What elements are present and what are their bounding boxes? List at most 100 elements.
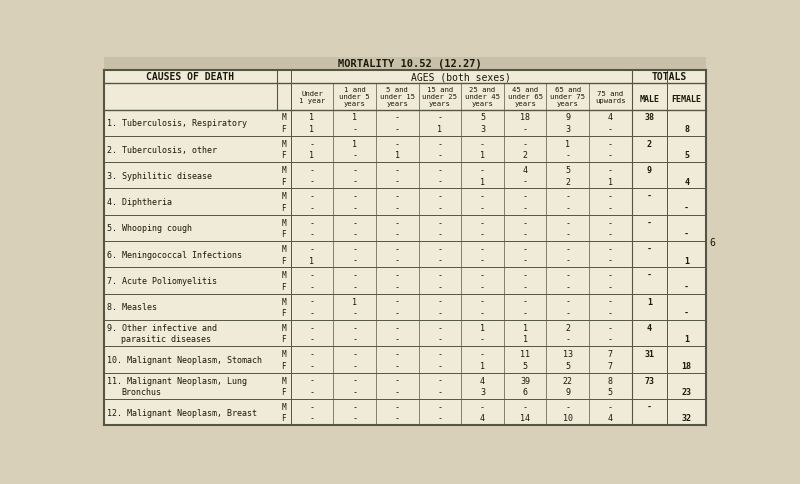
Text: -: - [480,308,485,318]
Text: -: - [352,323,357,332]
Text: 14: 14 [520,413,530,423]
Text: -: - [352,151,357,160]
Text: 25 and
under 45
years: 25 and under 45 years [465,87,500,107]
Text: 7. Acute Poliomyelitis: 7. Acute Poliomyelitis [107,276,217,286]
Text: 1 and
under 5
years: 1 and under 5 years [339,87,370,107]
Text: -: - [394,218,400,227]
Text: -: - [394,376,400,385]
Text: M: M [282,166,286,175]
Text: -: - [438,218,442,227]
Text: -: - [310,177,314,186]
Text: 3: 3 [566,125,570,134]
Text: MALE: MALE [639,95,659,104]
Text: M: M [282,218,286,227]
Text: 18: 18 [682,361,692,370]
Text: -: - [310,361,314,370]
Text: F: F [282,125,286,134]
Text: 1: 1 [310,113,314,122]
Text: F: F [282,335,286,344]
Text: -: - [394,113,400,122]
Text: -: - [352,387,357,396]
Text: 12. Malignant Neoplasm, Breast: 12. Malignant Neoplasm, Breast [107,408,257,417]
Text: Under
1 year: Under 1 year [299,91,325,104]
Text: Bronchus: Bronchus [121,387,161,396]
Text: -: - [438,256,442,265]
Text: -: - [480,139,485,149]
Text: 1: 1 [310,256,314,265]
Text: -: - [394,139,400,149]
Text: -: - [566,218,570,227]
Text: 7: 7 [608,361,613,370]
Text: 4: 4 [480,376,485,385]
Text: -: - [480,218,485,227]
Bar [104,58,706,70]
Text: 2: 2 [647,139,652,149]
Text: 3. Syphilitic disease: 3. Syphilitic disease [107,171,212,181]
Text: F: F [282,256,286,265]
Text: -: - [647,244,652,254]
Text: -: - [608,308,613,318]
Text: -: - [438,282,442,291]
Text: 9. Other infective and: 9. Other infective and [107,323,217,332]
Text: -: - [394,125,400,134]
Bar [104,189,706,215]
Text: -: - [310,349,314,359]
Text: -: - [394,192,400,201]
Text: 7: 7 [608,349,613,359]
Text: -: - [480,282,485,291]
Text: 1: 1 [480,361,485,370]
Text: 5: 5 [684,151,689,160]
Text: -: - [566,402,570,411]
Text: 73: 73 [645,376,654,385]
Text: -: - [566,256,570,265]
Text: -: - [394,166,400,175]
Text: -: - [394,323,400,332]
Text: -: - [310,203,314,212]
Text: 9: 9 [647,166,652,175]
Text: 1: 1 [310,125,314,134]
Text: 2: 2 [566,323,570,332]
Text: 1: 1 [352,139,357,149]
Text: -: - [394,361,400,370]
Text: -: - [352,335,357,344]
Text: 5 and
under 15
years: 5 and under 15 years [380,87,414,107]
Text: F: F [282,413,286,423]
Text: -: - [608,139,613,149]
Text: -: - [522,308,527,318]
Bar [104,268,706,294]
Text: 8: 8 [684,125,689,134]
Text: -: - [608,203,613,212]
Text: F: F [282,151,286,160]
Bar [104,110,706,136]
Text: -: - [522,125,527,134]
Text: 9: 9 [566,113,570,122]
Bar [104,294,706,320]
Text: 22: 22 [562,376,573,385]
Text: -: - [647,218,652,227]
Text: -: - [608,218,613,227]
Text: -: - [608,402,613,411]
Text: -: - [394,177,400,186]
Text: -: - [394,256,400,265]
Text: -: - [608,151,613,160]
Text: 8. Measles: 8. Measles [107,303,157,312]
Text: -: - [352,402,357,411]
Bar [104,136,706,163]
Text: M: M [282,139,286,149]
Text: -: - [438,402,442,411]
Text: -: - [310,271,314,280]
Text: 4: 4 [647,323,652,332]
Text: 5. Whooping cough: 5. Whooping cough [107,224,192,233]
Text: -: - [608,271,613,280]
Text: -: - [310,139,314,149]
Text: -: - [310,335,314,344]
Text: M: M [282,402,286,411]
Text: -: - [684,282,689,291]
Text: -: - [394,308,400,318]
Text: -: - [310,387,314,396]
Text: -: - [566,151,570,160]
Bar [104,215,706,242]
Text: -: - [608,323,613,332]
Text: 31: 31 [645,349,654,359]
Text: -: - [647,192,652,201]
